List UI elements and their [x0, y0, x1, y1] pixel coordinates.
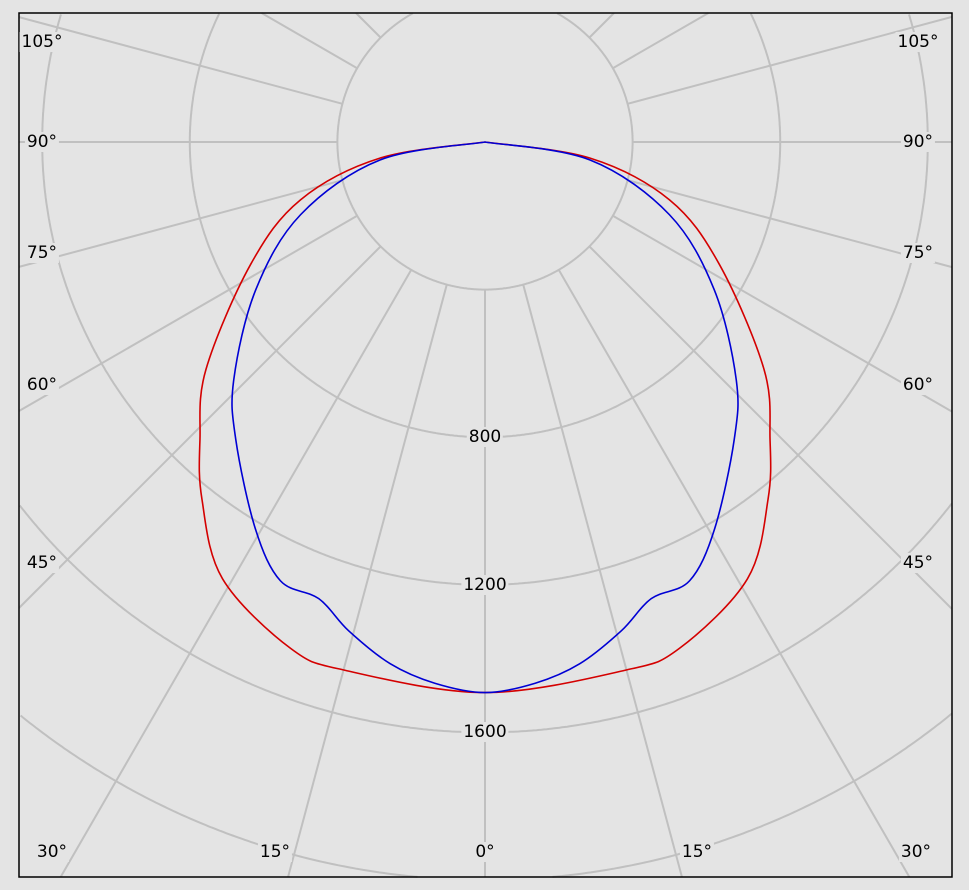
- angle-label-bottom: 0°: [473, 842, 497, 862]
- grid-spoke-right-15: [522, 284, 683, 878]
- angle-label-left: 75°: [24, 243, 60, 263]
- grid-spoke-right-30: [557, 269, 911, 878]
- grid-spoke-left-105: [18, 16, 343, 105]
- grid-spoke-right-60: [612, 214, 953, 413]
- grid-spoke-left-135: [355, 12, 382, 39]
- angle-label-bottom: 30°: [34, 842, 70, 862]
- grid-spoke-left-15: [287, 284, 448, 878]
- grid-spoke-right-105: [627, 15, 953, 105]
- grid-circle-2000: [19, 712, 953, 878]
- angle-label-right: 75°: [900, 243, 936, 263]
- angle-label-bottom: 30°: [898, 842, 934, 862]
- grid-circle-400: [336, 12, 634, 291]
- grid-spoke-right-135: [588, 12, 615, 39]
- angle-label-left: 105°: [19, 32, 65, 52]
- angle-label-bottom: 15°: [257, 842, 293, 862]
- grid-spoke-left-75: [18, 179, 343, 268]
- intensity-curve-2: [231, 141, 739, 694]
- plot-frame: [18, 12, 953, 878]
- angle-label-bottom: 15°: [679, 842, 715, 862]
- grid-spoke-right-120: [612, 12, 709, 70]
- radial-label: 1200: [461, 574, 509, 595]
- angle-label-right: 90°: [900, 132, 936, 152]
- angle-label-left: 45°: [24, 553, 60, 573]
- grid-spoke-left-30: [59, 269, 413, 878]
- grid-spoke-left-120: [261, 12, 358, 70]
- angle-label-right: 60°: [900, 375, 936, 395]
- angle-label-right: 105°: [895, 32, 941, 52]
- angle-label-right: 45°: [900, 553, 936, 573]
- grid-circle-800: [188, 13, 782, 439]
- radial-label: 800: [466, 427, 504, 448]
- radial-label: 1600: [461, 722, 509, 743]
- angle-label-left: 90°: [24, 132, 60, 152]
- angle-label-left: 60°: [24, 375, 60, 395]
- grid-spoke-left-60: [18, 214, 358, 412]
- grid-spoke-right-75: [627, 179, 953, 269]
